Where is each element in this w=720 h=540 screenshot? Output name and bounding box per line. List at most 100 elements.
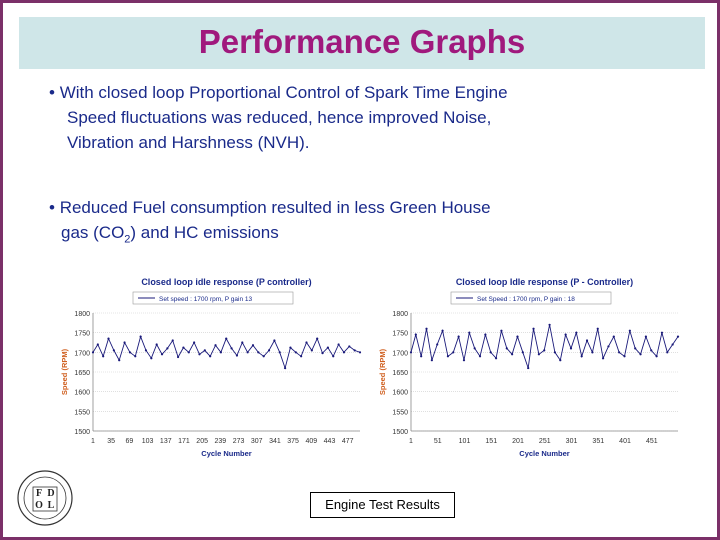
data-point [91, 351, 95, 354]
data-point [150, 357, 153, 360]
x-tick-label: 301 [566, 438, 578, 445]
slide-title: Performance Graphs [198, 23, 526, 60]
y-axis-label: Speed (RPM) [60, 348, 69, 395]
y-tick-label: 1750 [392, 331, 408, 338]
x-tick-label: 351 [592, 438, 604, 445]
data-point [559, 359, 562, 362]
x-tick-label: 51 [434, 438, 442, 445]
data-point [214, 344, 217, 347]
data-point [193, 341, 196, 344]
data-point [262, 355, 265, 358]
data-point [342, 351, 346, 354]
x-tick-label: 205 [196, 438, 208, 445]
y-tick-label: 1550 [74, 409, 90, 416]
data-point [112, 349, 115, 352]
data-point [660, 331, 664, 334]
data-point [500, 329, 503, 332]
data-point [139, 335, 142, 338]
y-tick-label: 1650 [392, 370, 408, 377]
bullet-line: • With closed loop Proportional Control … [49, 83, 508, 102]
data-point [425, 327, 428, 330]
bullet-text: Reduced Fuel consumption resulted in les… [59, 198, 491, 217]
data-point [532, 327, 535, 330]
x-axis-label: Cycle Number [201, 449, 252, 458]
data-point [452, 351, 455, 354]
data-point [305, 341, 308, 344]
data-point [655, 355, 658, 358]
y-tick-label: 1500 [392, 429, 408, 436]
bullet-text-post: ) and HC emissions [130, 223, 279, 242]
logo-letter: O [35, 500, 43, 511]
data-point [591, 351, 594, 354]
data-point [666, 351, 669, 354]
chart-svg: Closed loop Idle response (P - Controlle… [378, 277, 680, 458]
data-point [230, 347, 233, 350]
data-point [246, 351, 249, 354]
caption-box: Engine Test Results [310, 492, 455, 518]
data-point [580, 355, 583, 358]
data-point [623, 355, 626, 358]
x-axis-label: Cycle Number [519, 449, 570, 458]
bullet-nvh: • With closed loop Proportional Control … [49, 80, 609, 155]
x-tick-label: 101 [459, 438, 471, 445]
data-point [436, 343, 439, 346]
data-point [187, 351, 190, 354]
data-point [516, 335, 519, 338]
data-point [676, 335, 680, 338]
data-point [332, 355, 335, 358]
data-point [107, 337, 110, 340]
series-line [410, 324, 679, 369]
chart-title: Closed loop Idle response (P - Controlle… [456, 277, 633, 287]
institution-logo: F D O L [16, 469, 74, 527]
data-point [251, 344, 255, 347]
data-point [628, 329, 631, 332]
data-point [537, 353, 540, 356]
bullet-line: Vibration and Harshness (NVH). [67, 133, 310, 152]
data-point [257, 351, 260, 354]
chart-svg: Closed loop idle response (P controller)… [60, 277, 362, 458]
x-tick-label: 409 [305, 438, 317, 445]
y-tick-label: 1650 [74, 370, 90, 377]
data-point [462, 359, 466, 362]
y-tick-label: 1700 [392, 350, 408, 357]
chart-title: Closed loop idle response (P controller) [141, 277, 311, 287]
data-point [484, 333, 487, 336]
x-tick-label: 137 [160, 438, 172, 445]
data-point [160, 353, 164, 356]
bullet-line: gas (CO2) and HC emissions [49, 220, 609, 252]
data-point [300, 355, 303, 358]
data-point [166, 347, 169, 350]
x-tick-label: 69 [125, 438, 133, 445]
y-tick-label: 1700 [74, 350, 90, 357]
legend-label: Set speed : 1700 rpm, P gain 13 [159, 296, 252, 303]
y-tick-label: 1600 [74, 390, 90, 397]
data-point [219, 351, 222, 354]
logo-letter: F [36, 488, 42, 499]
legend-box [450, 291, 612, 305]
data-point [414, 333, 417, 336]
data-point [144, 349, 148, 352]
x-tick-label: 451 [646, 438, 658, 445]
data-point [182, 346, 185, 349]
x-tick-label: 443 [324, 438, 336, 445]
data-point [241, 341, 244, 344]
data-point [639, 353, 642, 356]
data-point [176, 355, 180, 359]
x-tick-label: 151 [485, 438, 497, 445]
data-point [267, 349, 271, 352]
bullet-line: Speed fluctuations was reduced, hence im… [67, 108, 492, 127]
data-point [353, 349, 356, 352]
data-point [644, 335, 647, 338]
data-point [650, 349, 653, 352]
data-point [494, 357, 498, 360]
data-point [203, 349, 206, 352]
data-point [283, 366, 287, 370]
data-point [358, 351, 362, 354]
data-point [409, 351, 413, 354]
data-point [235, 354, 239, 357]
data-point [601, 357, 605, 360]
data-point [505, 347, 508, 350]
data-point [468, 331, 471, 334]
data-point [548, 323, 551, 326]
